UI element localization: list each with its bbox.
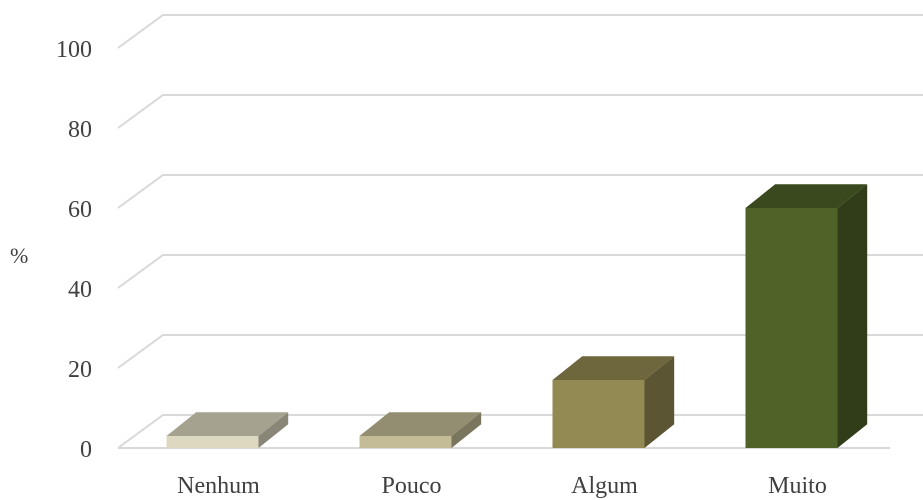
gridline xyxy=(117,174,923,209)
y-tick-label: 80 xyxy=(68,117,92,143)
gridline xyxy=(117,94,923,129)
bar-front xyxy=(745,208,838,448)
gridline xyxy=(117,254,923,289)
y-tick-label: 40 xyxy=(68,277,92,303)
bar-front xyxy=(166,436,259,448)
bar-side xyxy=(451,412,482,448)
x-category-label: Pouco xyxy=(382,473,442,499)
x-category-label: Muito xyxy=(768,473,827,499)
bar-nenhum xyxy=(166,412,289,448)
bar-side xyxy=(837,184,868,449)
x-category-label: Algum xyxy=(571,473,638,499)
y-axis-ticks: 0 20 40 60 80 100 xyxy=(56,37,92,463)
bar-front xyxy=(552,380,645,448)
bar-top xyxy=(552,356,675,380)
bar-top xyxy=(745,184,868,208)
x-category-label: Nenhum xyxy=(177,473,260,499)
bar-pouco xyxy=(359,412,482,448)
bar-algum xyxy=(552,356,675,448)
y-tick-label: 100 xyxy=(56,37,92,63)
bar-side xyxy=(258,412,289,448)
y-tick-label: 60 xyxy=(68,197,92,223)
y-tick-label: 0 xyxy=(80,437,92,463)
y-axis-label: % xyxy=(10,243,28,268)
gridline xyxy=(117,334,923,369)
bar-front xyxy=(359,436,452,448)
x-axis-labels: Nenhum Pouco Algum Muito xyxy=(177,473,827,499)
bar-side xyxy=(644,356,675,448)
gridline xyxy=(117,14,923,49)
bar-top xyxy=(166,412,289,436)
bar-top xyxy=(359,412,482,436)
bar-muito xyxy=(745,184,868,449)
bars xyxy=(166,184,868,449)
y-tick-label: 20 xyxy=(68,357,92,383)
gridlines xyxy=(117,14,923,449)
